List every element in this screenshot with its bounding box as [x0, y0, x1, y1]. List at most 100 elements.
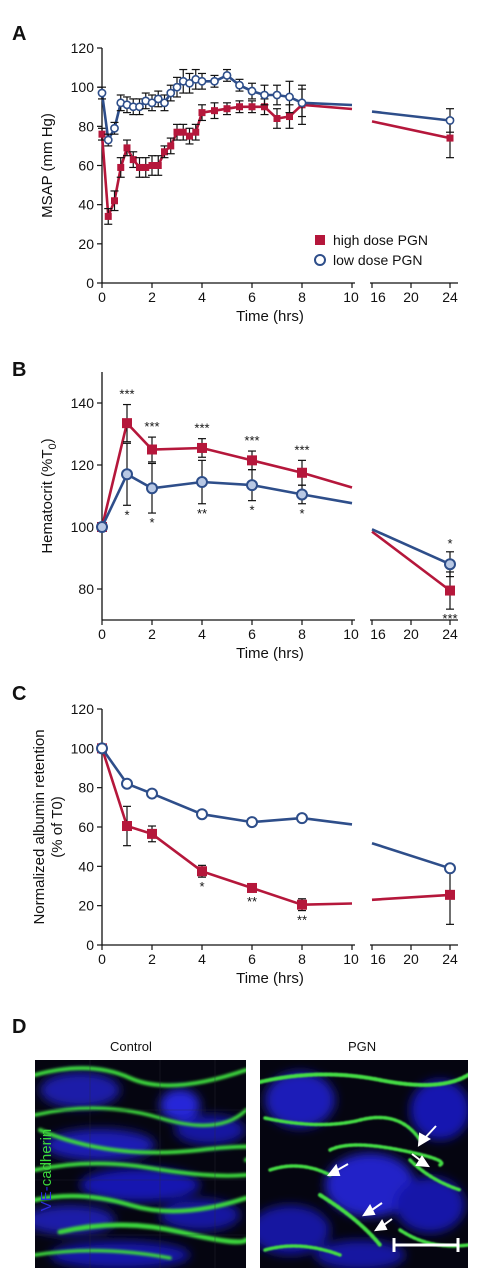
- low-dose-marker: [445, 116, 455, 125]
- x-tick-label: 20: [403, 626, 419, 642]
- low-dose-marker: [272, 90, 282, 100]
- high-series-line-right: [371, 120, 451, 140]
- y-tick-label: 20: [78, 898, 94, 914]
- micrograph-pgn: [260, 1060, 468, 1268]
- x-tick-label: 2: [148, 951, 156, 967]
- high-dose-marker: [123, 144, 131, 152]
- high-dose-marker: [122, 418, 132, 429]
- y-axis-label: Hematocrit (%T0): [39, 438, 59, 553]
- x-axis-label: Time (hrs): [236, 645, 304, 662]
- x-tick-label: 6: [248, 951, 256, 967]
- control-label: Control: [110, 1039, 152, 1054]
- y-axis-label-sub: 0: [47, 443, 59, 449]
- low-dose-marker: [110, 123, 119, 133]
- low-dose-marker: [166, 88, 176, 98]
- panel-letter-b: B: [12, 359, 26, 381]
- y-tick-label: 80: [78, 780, 94, 796]
- low-series-line-left: [100, 472, 353, 528]
- high-dose-marker: [248, 103, 256, 111]
- y-tick-label: 100: [71, 79, 95, 95]
- low-dose-marker: [121, 468, 133, 481]
- y-tick-label: 40: [78, 197, 94, 213]
- x-tick-label: 10: [343, 626, 359, 642]
- low-dose-marker: [135, 102, 144, 112]
- x-tick-label: 0: [98, 289, 106, 305]
- x-tick-label: 16: [370, 951, 386, 967]
- low-dose-marker: [285, 92, 294, 102]
- significance-stars: **: [197, 506, 207, 521]
- high-dose-marker: [147, 828, 157, 839]
- significance-stars: **: [297, 913, 307, 928]
- y-tick-label: 60: [78, 819, 94, 835]
- x-tick-label: 6: [248, 626, 256, 642]
- high-series-line-right: [371, 530, 451, 592]
- high-dose-marker: [297, 899, 307, 910]
- pgn-label: PGN: [348, 1039, 376, 1054]
- high-dose-marker: [104, 212, 112, 220]
- low-dose-marker: [246, 816, 258, 829]
- low-dose-marker: [121, 777, 133, 790]
- low-series-line-right: [371, 841, 451, 870]
- low-dose-marker: [160, 98, 169, 108]
- high-dose-marker: [147, 444, 157, 455]
- legend-high-dose-marker: [315, 235, 325, 245]
- x-tick-label: 2: [148, 289, 156, 305]
- x-tick-label: 8: [298, 951, 306, 967]
- y-axis-label: MSAP (mm Hg): [39, 113, 56, 218]
- significance-stars: ***: [194, 421, 209, 436]
- arrow-group: [326, 1125, 437, 1232]
- y-tick-label: 60: [78, 158, 94, 174]
- significance-stars: *: [249, 503, 254, 518]
- high-series-line-left: [100, 420, 353, 528]
- high-dose-marker: [286, 113, 293, 121]
- high-dose-marker: [236, 103, 243, 111]
- panel-letter-c: C: [12, 683, 26, 705]
- y-axis-label-end: ): [39, 438, 56, 443]
- high-dose-marker: [197, 442, 207, 453]
- significance-stars: ***: [119, 387, 134, 402]
- y-tick-label: 80: [78, 118, 94, 134]
- high-dose-marker: [261, 103, 268, 111]
- y-tick-label: 120: [71, 457, 95, 473]
- significance-stars: ***: [144, 419, 159, 434]
- low-series-line-left: [100, 747, 353, 826]
- low-dose-marker: [172, 82, 182, 92]
- low-dose-marker: [296, 488, 308, 501]
- low-series-line-right: [371, 110, 451, 122]
- high-dose-marker: [142, 163, 150, 171]
- y-tick-label: 100: [71, 740, 95, 756]
- significance-stars: **: [247, 894, 257, 909]
- ve-cadherin-label: VE-cadherin: [38, 1129, 55, 1212]
- low-dose-marker: [147, 98, 157, 108]
- svg-text:VE-cadherin: VE-cadherin: [38, 1129, 55, 1212]
- low-dose-marker: [96, 521, 108, 533]
- low-series-line-right: [371, 528, 451, 566]
- significance-stars: ***: [294, 442, 309, 457]
- high-dose-marker: [148, 162, 156, 169]
- x-tick-label: 10: [343, 951, 359, 967]
- high-dose-marker: [122, 821, 132, 832]
- high-dose-marker: [117, 163, 125, 171]
- low-dose-marker: [247, 86, 257, 96]
- x-tick-label: 20: [403, 951, 419, 967]
- high-dose-marker: [446, 134, 454, 142]
- significance-stars: *: [299, 506, 304, 521]
- y-tick-label: 120: [71, 701, 95, 717]
- high-dose-marker: [136, 163, 143, 171]
- legend-panel-a: high dose PGN low dose PGN: [314, 232, 428, 268]
- low-dose-marker: [260, 90, 269, 100]
- low-dose-marker: [96, 742, 108, 755]
- x-tick-label: 0: [98, 626, 106, 642]
- high-dose-marker: [186, 132, 193, 140]
- high-series-line-left: [100, 747, 353, 907]
- significance-stars: ***: [442, 611, 457, 626]
- low-dose-marker: [103, 135, 113, 145]
- low-dose-marker: [196, 476, 208, 489]
- low-dose-marker: [296, 812, 308, 825]
- x-axis-label: Time (hrs): [236, 308, 304, 325]
- y-tick-label: 40: [78, 858, 94, 874]
- y-axis-label-line2: (% of T0): [49, 796, 66, 857]
